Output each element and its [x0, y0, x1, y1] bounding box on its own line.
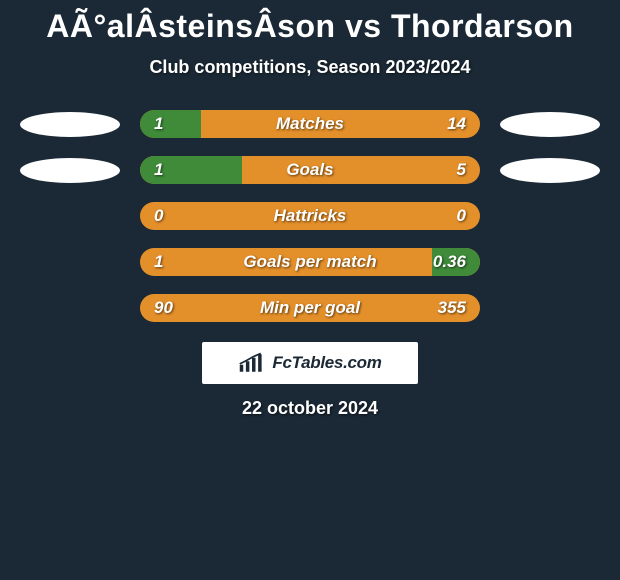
- stat-value-left: 90: [154, 298, 173, 318]
- stat-value-left: 1: [154, 114, 163, 134]
- date-label: 22 october 2024: [242, 398, 378, 419]
- stat-bar: 1 Goals 5: [140, 156, 480, 184]
- stat-label: Min per goal: [260, 298, 360, 318]
- stats-block: 1 Matches 14 1 Goals 5 0 Hattricks 0 1 Goals per m…: [0, 110, 620, 322]
- badge-text: FcTables.com: [272, 353, 381, 373]
- stat-label: Goals: [286, 160, 333, 180]
- player-left-ellipse: [20, 112, 120, 137]
- player-right-ellipse: [500, 158, 600, 183]
- stat-row: 1 Matches 14: [0, 110, 620, 138]
- comparison-container: AÃ°alÂsteinsÂson vs Thordarson Club comp…: [0, 0, 620, 419]
- stat-row: 1 Goals per match 0.36: [0, 248, 620, 276]
- player-right-ellipse: [500, 112, 600, 137]
- stat-bar: 1 Goals per match 0.36: [140, 248, 480, 276]
- stat-row: 1 Goals 5: [0, 156, 620, 184]
- stat-value-left: 1: [154, 252, 163, 272]
- stat-bar: 0 Hattricks 0: [140, 202, 480, 230]
- subtitle: Club competitions, Season 2023/2024: [149, 57, 470, 78]
- stat-value-right: 0: [457, 206, 466, 226]
- chart-icon: [238, 352, 266, 374]
- stat-label: Matches: [276, 114, 344, 134]
- stat-value-right: 0.36: [433, 252, 466, 272]
- source-badge[interactable]: FcTables.com: [202, 342, 418, 384]
- stat-value-right: 14: [447, 114, 466, 134]
- stat-bar: 90 Min per goal 355: [140, 294, 480, 322]
- player-left-ellipse: [20, 158, 120, 183]
- stat-value-right: 5: [457, 160, 466, 180]
- stat-row: 90 Min per goal 355: [0, 294, 620, 322]
- player-left-ellipse: [20, 204, 120, 229]
- stat-value-left: 0: [154, 206, 163, 226]
- player-left-ellipse: [20, 250, 120, 275]
- player-right-ellipse: [500, 296, 600, 321]
- stat-label: Goals per match: [243, 252, 376, 272]
- stat-bar: 1 Matches 14: [140, 110, 480, 138]
- bar-fill-left: [140, 110, 201, 138]
- stat-value-left: 1: [154, 160, 163, 180]
- page-title: AÃ°alÂsteinsÂson vs Thordarson: [46, 8, 573, 45]
- player-right-ellipse: [500, 250, 600, 275]
- stat-row: 0 Hattricks 0: [0, 202, 620, 230]
- stat-value-right: 355: [438, 298, 466, 318]
- stat-label: Hattricks: [274, 206, 347, 226]
- player-right-ellipse: [500, 204, 600, 229]
- player-left-ellipse: [20, 296, 120, 321]
